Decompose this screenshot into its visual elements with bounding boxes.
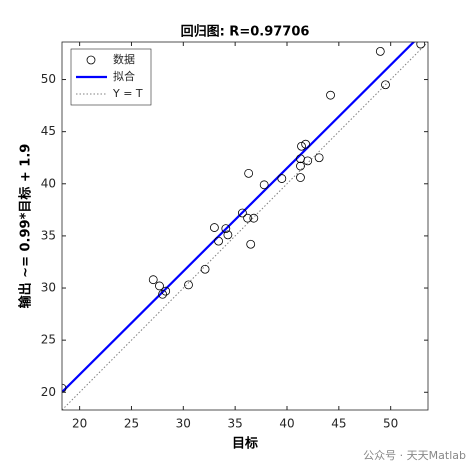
chart-title: 回归图: R=0.97706 — [181, 24, 310, 40]
data-point — [155, 281, 164, 291]
x-tick-label: 30 — [176, 417, 191, 431]
data-point — [249, 213, 259, 223]
data-point — [184, 280, 193, 290]
y-tick-label: 20 — [41, 385, 56, 399]
legend-label: Y = T — [112, 87, 143, 100]
data-point — [297, 141, 306, 151]
x-tick-label: 45 — [331, 417, 346, 431]
data-point — [244, 168, 254, 178]
data-point — [148, 275, 158, 285]
data-point — [161, 286, 171, 296]
watermark: 公众号 · 天天Matlab — [363, 449, 466, 462]
data-point — [246, 239, 256, 249]
data-point — [296, 161, 305, 171]
y-tick-label: 50 — [41, 72, 56, 86]
x-tick-label: 40 — [279, 417, 294, 431]
x-axis-label: 目标 — [232, 436, 258, 452]
data-point — [326, 90, 335, 100]
legend-label: 数据 — [113, 52, 135, 66]
x-tick-label: 35 — [228, 417, 243, 431]
data-point — [243, 213, 252, 223]
data-point — [158, 289, 167, 299]
data-point — [259, 180, 269, 190]
data-point — [210, 223, 219, 232]
data-point — [62, 383, 67, 393]
data-point — [296, 173, 305, 182]
legend-symbol — [86, 55, 96, 65]
data-point — [301, 139, 311, 149]
data-point — [214, 236, 223, 246]
y-tick-label: 40 — [41, 176, 56, 190]
y-tick-label: 45 — [41, 124, 56, 138]
data-point — [314, 153, 324, 163]
y-tick-label: 30 — [41, 281, 56, 295]
identity-line — [62, 42, 428, 410]
x-tick-label: 25 — [124, 417, 139, 431]
data-point — [381, 80, 390, 90]
data-point — [221, 224, 231, 234]
plot-area — [62, 42, 428, 410]
axes-box — [61, 41, 429, 411]
data-point — [303, 156, 313, 166]
data-point — [223, 230, 233, 240]
data-point — [277, 174, 287, 183]
y-tick-label: 25 — [41, 333, 56, 347]
x-tick-label: 20 — [72, 417, 87, 431]
legend-label: 拟合 — [113, 69, 135, 83]
y-axis-label: 输出 ~= 0.99*目标 + 1.9 — [18, 144, 34, 309]
y-tick-label: 35 — [41, 228, 56, 242]
data-point — [375, 46, 385, 56]
data-point — [238, 208, 247, 218]
x-tick-label: 50 — [383, 417, 398, 431]
data-point — [200, 264, 210, 274]
data-point — [416, 42, 426, 49]
